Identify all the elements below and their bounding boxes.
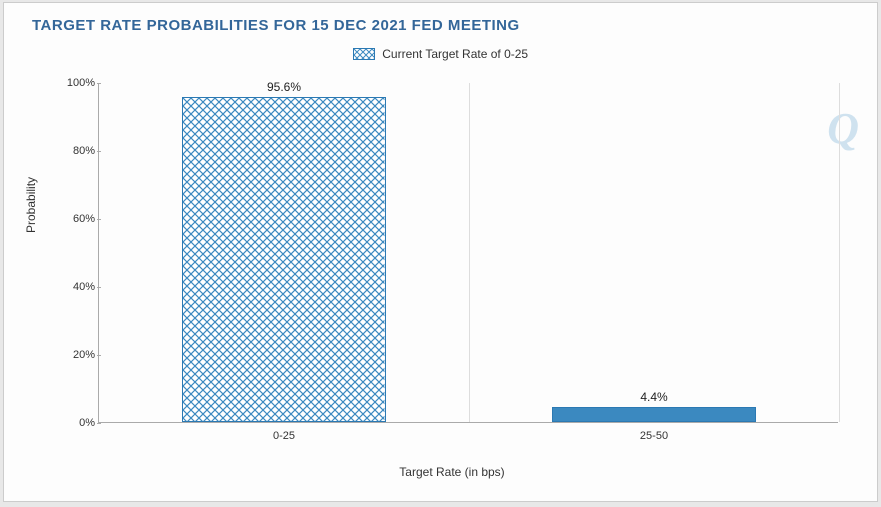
x-tick: 25-50	[640, 430, 668, 442]
y-tick: 60%	[57, 213, 95, 225]
y-tick: 80%	[57, 145, 95, 157]
legend: Current Target Rate of 0-25	[4, 46, 877, 61]
y-tick: 100%	[57, 77, 95, 89]
bar: 4.4%	[552, 407, 756, 422]
gridline	[839, 83, 840, 422]
chart-area: Probability 0%20%40%60%80%100%95.6%0-254…	[52, 73, 852, 483]
chart-title: TARGET RATE PROBABILITIES FOR 15 DEC 202…	[4, 3, 877, 34]
y-axis-label: Probability	[24, 177, 38, 233]
x-tick: 0-25	[273, 430, 295, 442]
y-tick: 0%	[57, 417, 95, 429]
chart-panel: TARGET RATE PROBABILITIES FOR 15 DEC 202…	[3, 2, 878, 502]
y-tick: 20%	[57, 349, 95, 361]
x-axis-label: Target Rate (in bps)	[52, 465, 852, 479]
plot-area: 0%20%40%60%80%100%95.6%0-254.4%25-50	[98, 83, 838, 423]
bar-value-label: 95.6%	[183, 80, 385, 94]
y-tick: 40%	[57, 281, 95, 293]
gridline	[469, 83, 470, 422]
legend-label: Current Target Rate of 0-25	[382, 47, 528, 61]
legend-swatch-icon	[353, 48, 375, 60]
bar-value-label: 4.4%	[553, 390, 755, 404]
bar: 95.6%	[182, 97, 386, 422]
